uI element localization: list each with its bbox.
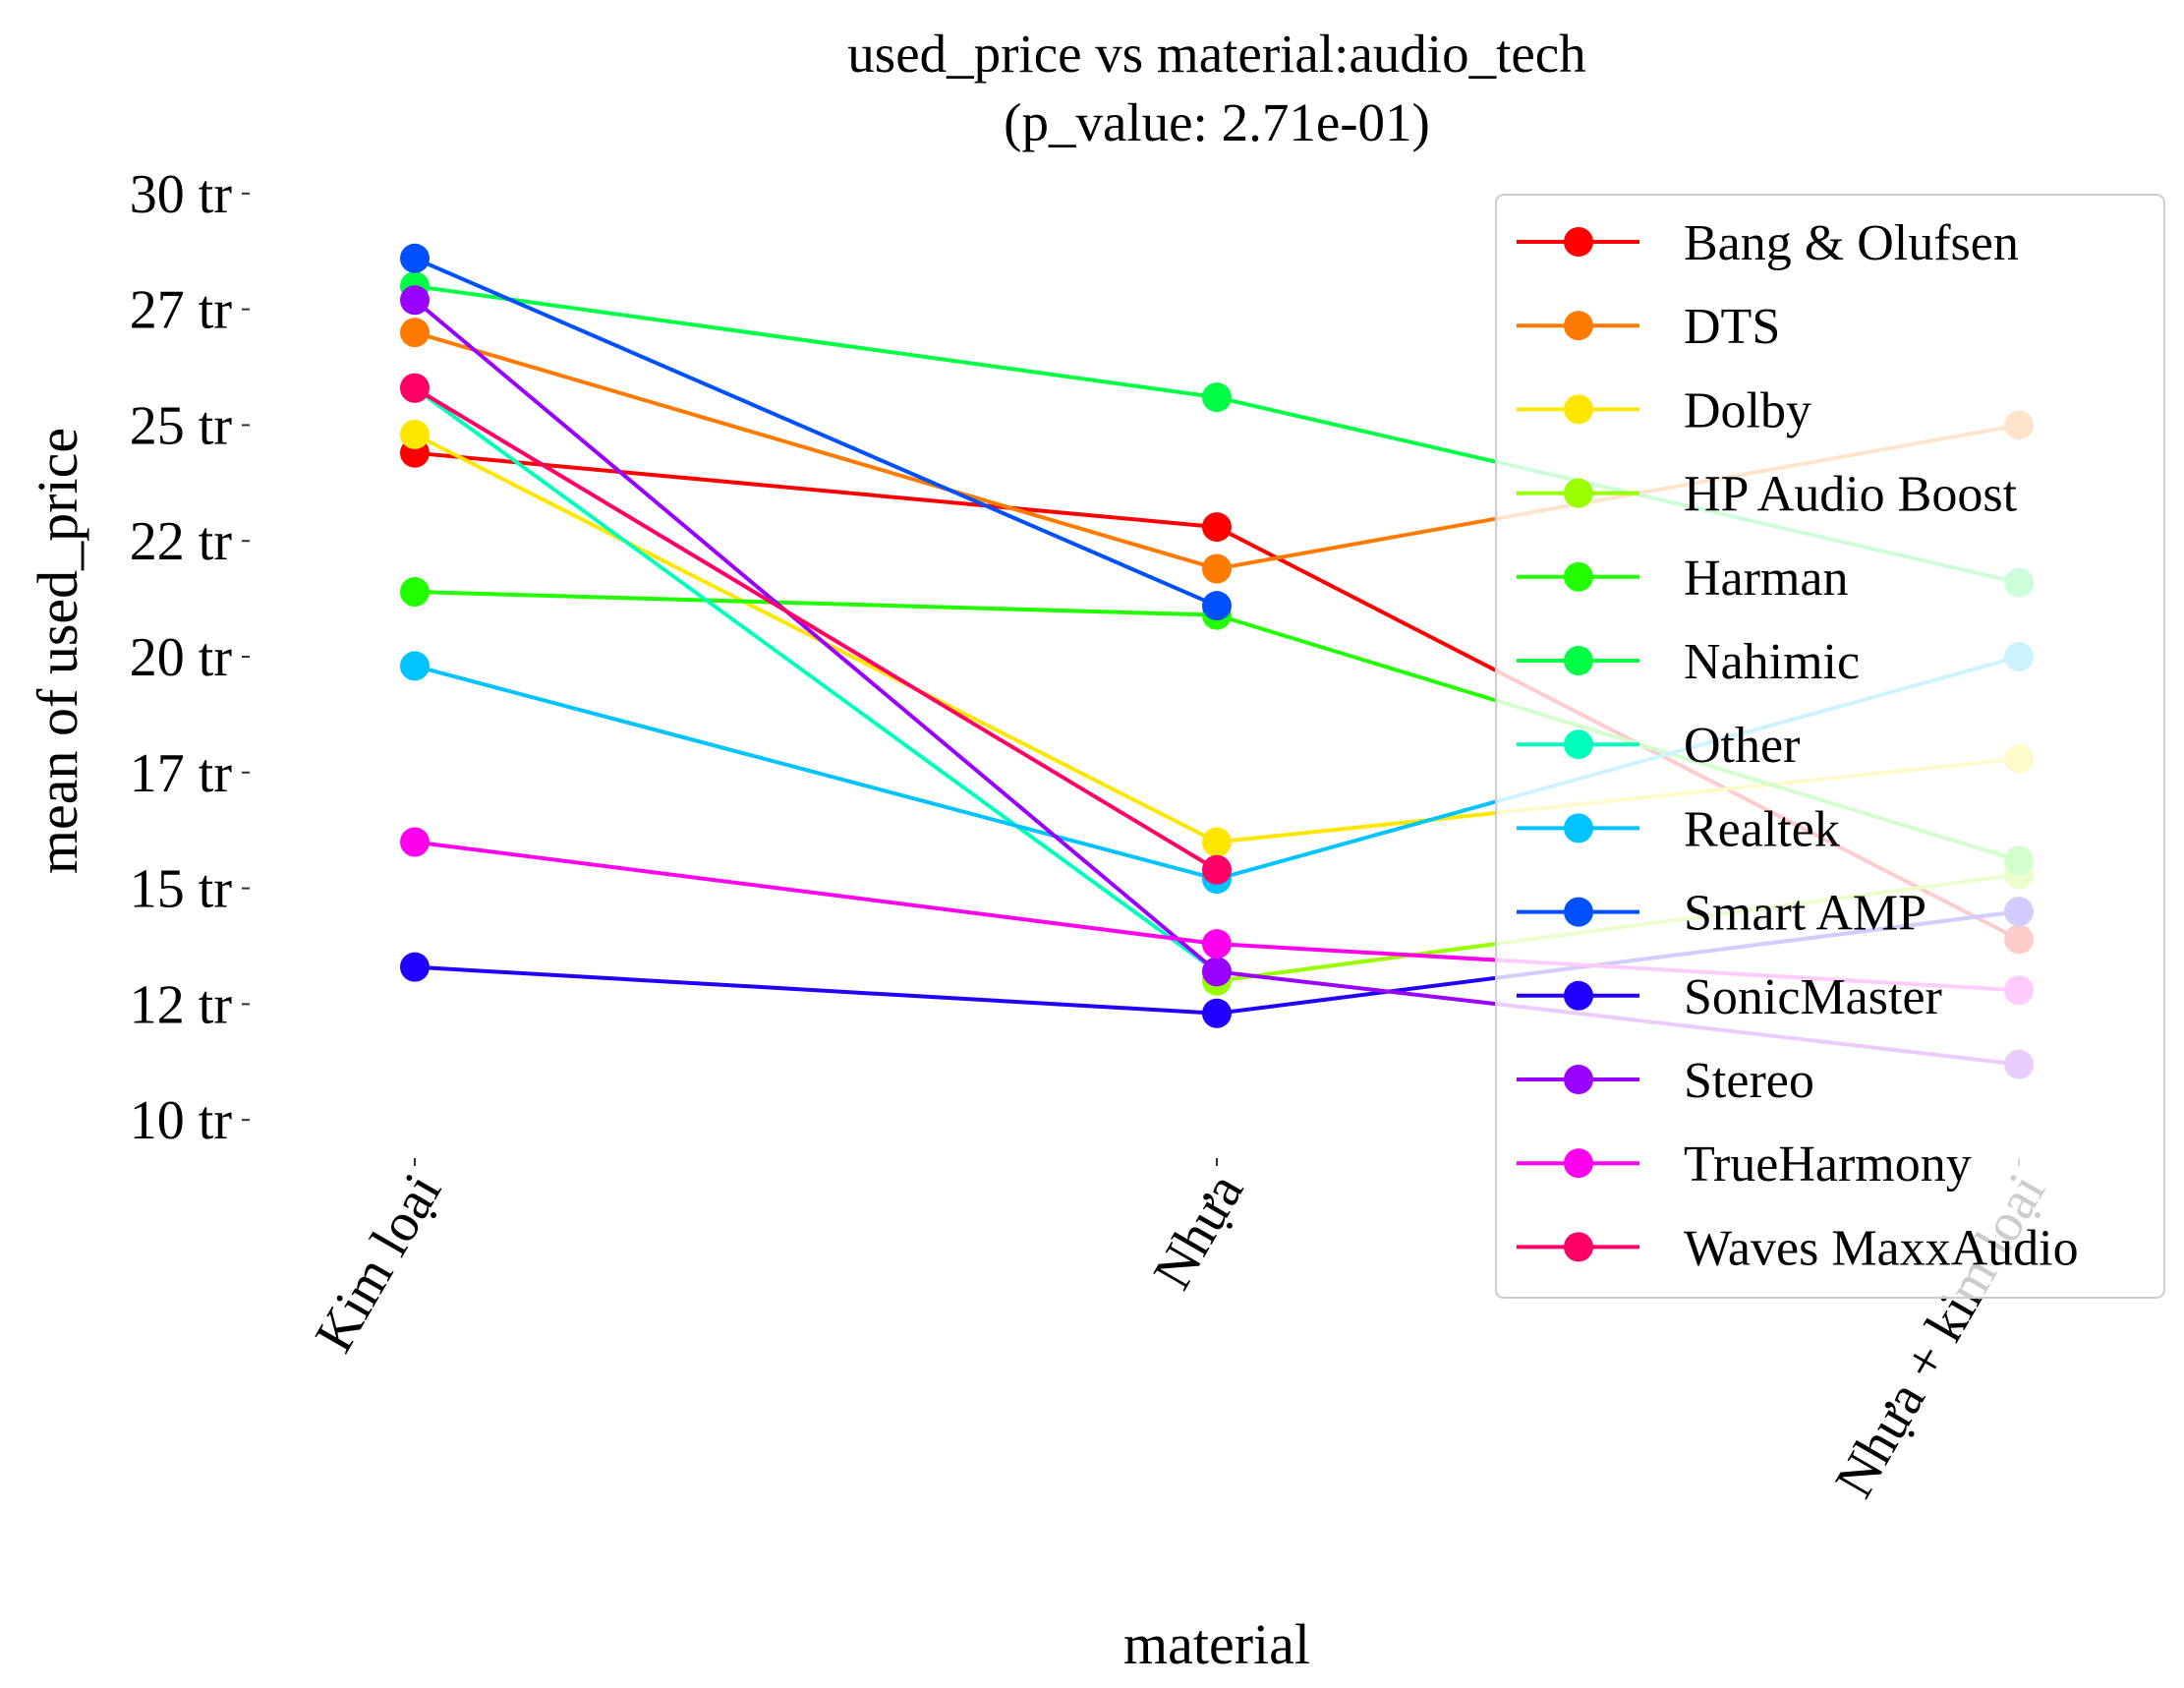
legend-label: Waves MaxxAudio bbox=[1684, 1220, 2079, 1276]
legend-item: Other bbox=[1517, 718, 1800, 774]
legend-label: SonicMaster bbox=[1684, 969, 1942, 1025]
legend-item: Smart AMP bbox=[1517, 886, 1926, 942]
legend-label: Stereo bbox=[1684, 1053, 1814, 1109]
data-point bbox=[1202, 998, 1232, 1028]
data-point bbox=[1202, 512, 1232, 543]
chart-title: used_price vs material:audio_tech bbox=[847, 24, 1585, 84]
y-tick-label: 22 tr bbox=[130, 511, 233, 572]
legend-swatch-marker bbox=[1564, 646, 1593, 675]
series-line bbox=[413, 386, 1219, 974]
x-tick-label: Kim loại bbox=[304, 1164, 453, 1363]
data-point bbox=[1202, 854, 1232, 885]
series-group bbox=[400, 373, 1232, 885]
y-tick-label: 17 tr bbox=[130, 743, 233, 804]
legend-swatch-marker bbox=[1564, 729, 1593, 760]
legend-item: SonicMaster bbox=[1517, 969, 1942, 1025]
y-tick-label: 30 tr bbox=[130, 164, 233, 225]
legend-swatch-marker bbox=[1564, 311, 1593, 341]
legend-label: Dolby bbox=[1684, 382, 1811, 438]
legend-item: DTS bbox=[1517, 299, 1780, 355]
legend-swatch-marker bbox=[1564, 813, 1593, 844]
legend-item: Stereo bbox=[1517, 1053, 1814, 1109]
y-tick-label: 10 tr bbox=[130, 1090, 233, 1151]
data-point bbox=[1202, 957, 1232, 987]
data-point bbox=[400, 827, 430, 857]
data-point bbox=[1202, 591, 1232, 621]
legend-item: Nahimic bbox=[1517, 634, 1860, 690]
legend-label: TrueHarmony bbox=[1684, 1136, 1972, 1193]
legend-swatch-marker bbox=[1564, 1065, 1593, 1094]
legend-item: Harman bbox=[1517, 551, 1848, 607]
data-point bbox=[400, 285, 430, 316]
legend-swatch-marker bbox=[1564, 897, 1593, 927]
legend-swatch-marker bbox=[1564, 561, 1593, 592]
series-group bbox=[400, 243, 1232, 621]
data-point bbox=[1202, 382, 1232, 413]
data-point bbox=[400, 577, 430, 608]
legend-item: Dolby bbox=[1517, 382, 1811, 438]
y-tick-label: 15 tr bbox=[130, 859, 233, 920]
x-axis-label: material bbox=[1123, 1612, 1310, 1676]
series-line bbox=[414, 256, 1218, 609]
data-point bbox=[400, 243, 430, 273]
legend-label: Smart AMP bbox=[1684, 886, 1926, 942]
data-point bbox=[400, 651, 430, 681]
legend-item: Realtek bbox=[1517, 801, 1840, 857]
x-tick-label: Nhựa bbox=[1142, 1163, 1256, 1299]
y-axis-label: mean of used_price bbox=[26, 428, 89, 874]
legend-label: Bang & Olufsen bbox=[1684, 215, 2019, 271]
y-tick-label: 25 tr bbox=[130, 395, 233, 456]
y-tick-label: 12 tr bbox=[130, 974, 233, 1035]
legend-swatch-marker bbox=[1564, 980, 1593, 1011]
legend-swatch-marker bbox=[1564, 1232, 1593, 1262]
legend-label: Realtek bbox=[1684, 801, 1840, 857]
legend-swatch-marker bbox=[1564, 478, 1593, 508]
legend-swatch-marker bbox=[1564, 1148, 1593, 1179]
legend: Bang & Olufsen DTS Dolby HP Audio Boost Harm… bbox=[1495, 194, 2165, 1299]
y-tick-label: 20 tr bbox=[130, 627, 233, 688]
legend-label: Nahimic bbox=[1684, 634, 1860, 690]
data-point bbox=[400, 373, 430, 403]
y-axis: 10 tr 12 tr 15 tr 17 tr 20 tr 22 tr 25 tr 27 tr… bbox=[130, 164, 250, 1151]
data-point bbox=[400, 419, 430, 449]
legend-swatch-marker bbox=[1564, 227, 1593, 257]
data-point bbox=[1202, 553, 1232, 584]
data-point bbox=[1202, 929, 1232, 960]
legend-label: Harman bbox=[1684, 551, 1848, 607]
legend-swatch-marker bbox=[1564, 394, 1593, 425]
series-line bbox=[413, 386, 1219, 872]
data-point bbox=[1202, 827, 1232, 857]
chart-subtitle: (p_value: 2.71e-01) bbox=[1004, 92, 1430, 152]
legend-label: DTS bbox=[1684, 299, 1780, 355]
legend-label: Other bbox=[1684, 718, 1800, 774]
data-point bbox=[400, 318, 430, 348]
legend-box bbox=[1495, 194, 2165, 1299]
legend-label: HP Audio Boost bbox=[1684, 467, 2018, 523]
data-point bbox=[400, 952, 430, 982]
legend-item: Bang & Olufsen bbox=[1517, 215, 2019, 271]
legend-item: HP Audio Boost bbox=[1517, 467, 2018, 523]
y-tick-label: 27 tr bbox=[130, 280, 233, 341]
legend-item: Waves MaxxAudio bbox=[1517, 1220, 2079, 1276]
legend-item: TrueHarmony bbox=[1517, 1136, 1972, 1193]
